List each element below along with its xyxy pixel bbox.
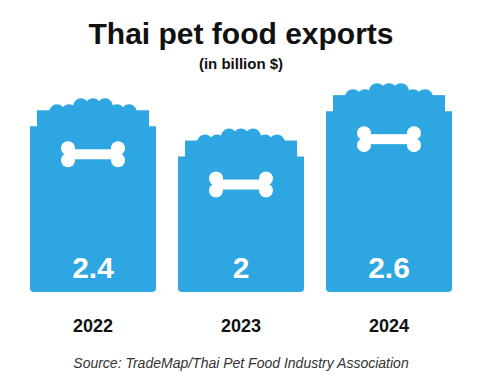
data-label: 2.4 (72, 251, 114, 284)
x-tick-label: 2023 (221, 316, 261, 336)
x-tick-label: 2024 (369, 316, 409, 336)
bag-bar (178, 129, 304, 292)
subtitle: (in billion $) (199, 55, 283, 72)
title: Thai pet food exports (88, 17, 393, 50)
bag-bar (326, 83, 452, 292)
data-label: 2 (233, 251, 250, 284)
labels: 2.4 2022 2 2023 2.6 2024 (72, 251, 410, 336)
bag-bar (30, 98, 156, 292)
source: Source: TradeMap/Thai Pet Food Industry … (73, 355, 409, 371)
chart-root: Thai pet food exports (in billion $) 2.4 20… (0, 0, 482, 381)
data-label: 2.6 (368, 251, 410, 284)
x-tick-label: 2022 (73, 316, 113, 336)
bars (30, 83, 452, 292)
chart: Thai pet food exports (in billion $) 2.4 20… (0, 0, 482, 381)
